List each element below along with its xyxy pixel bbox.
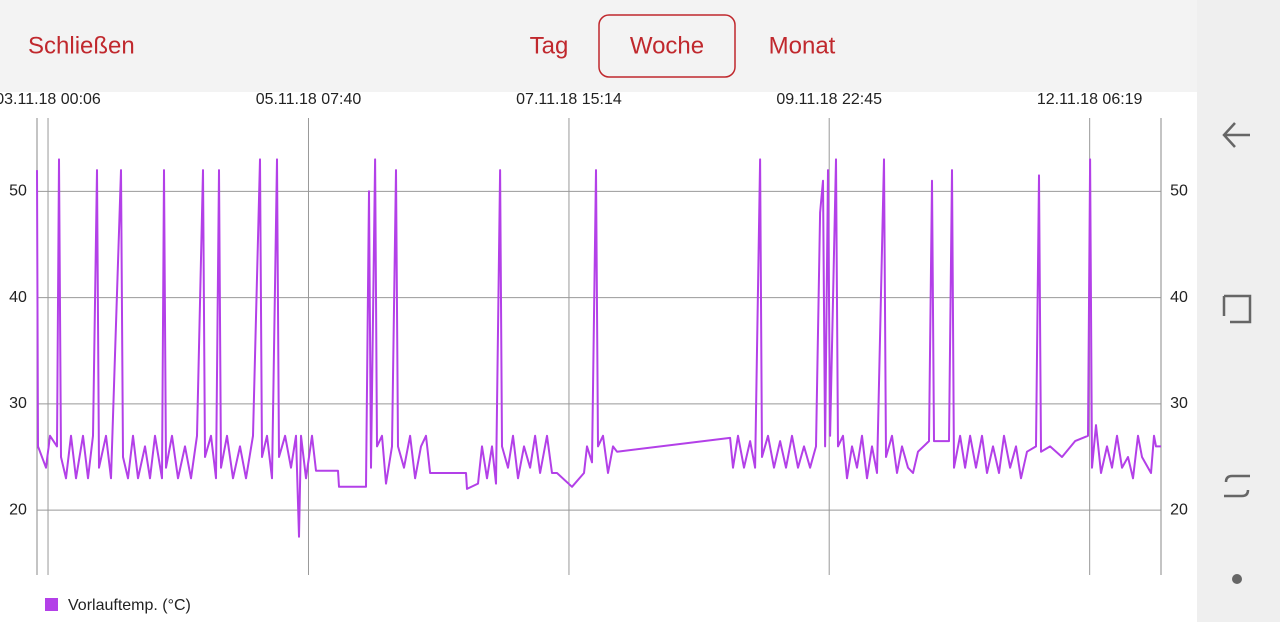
nav-recent[interactable] [1222, 294, 1252, 324]
y-tick-label: 20 [9, 501, 27, 518]
x-tick-label: 05.11.18 07:40 [256, 91, 362, 108]
tab[interactable]: Woche [630, 32, 704, 59]
tab[interactable]: Monat [769, 32, 836, 59]
y-tick-label: 50 [9, 183, 27, 200]
nav-back[interactable] [1222, 122, 1250, 148]
y-tick-label-right: 50 [1170, 183, 1188, 200]
y-tick-label-right: 40 [1170, 289, 1188, 306]
y-tick-label: 30 [9, 395, 27, 412]
x-tick-label: 03.11.18 00:06 [0, 91, 101, 108]
x-tick-label: 07.11.18 15:14 [516, 91, 622, 108]
series-line [36, 158, 1161, 538]
legend-label: Vorlauftemp. (°C) [68, 597, 191, 614]
y-tick-label: 40 [9, 289, 27, 306]
tab-selected-border [598, 14, 736, 78]
nav-dot[interactable] [1232, 574, 1242, 584]
nav-bar [1197, 0, 1280, 622]
tab[interactable]: Tag [530, 32, 569, 59]
chart-area [0, 92, 1197, 622]
legend-swatch [45, 598, 58, 611]
x-tick-label: 12.11.18 06:19 [1037, 91, 1143, 108]
nav-switch[interactable] [1224, 474, 1250, 498]
y-tick-label-right: 20 [1170, 501, 1188, 518]
x-tick-label: 09.11.18 22:45 [776, 91, 882, 108]
y-tick-label-right: 30 [1170, 395, 1188, 412]
close-button[interactable]: Schließen [28, 32, 135, 59]
